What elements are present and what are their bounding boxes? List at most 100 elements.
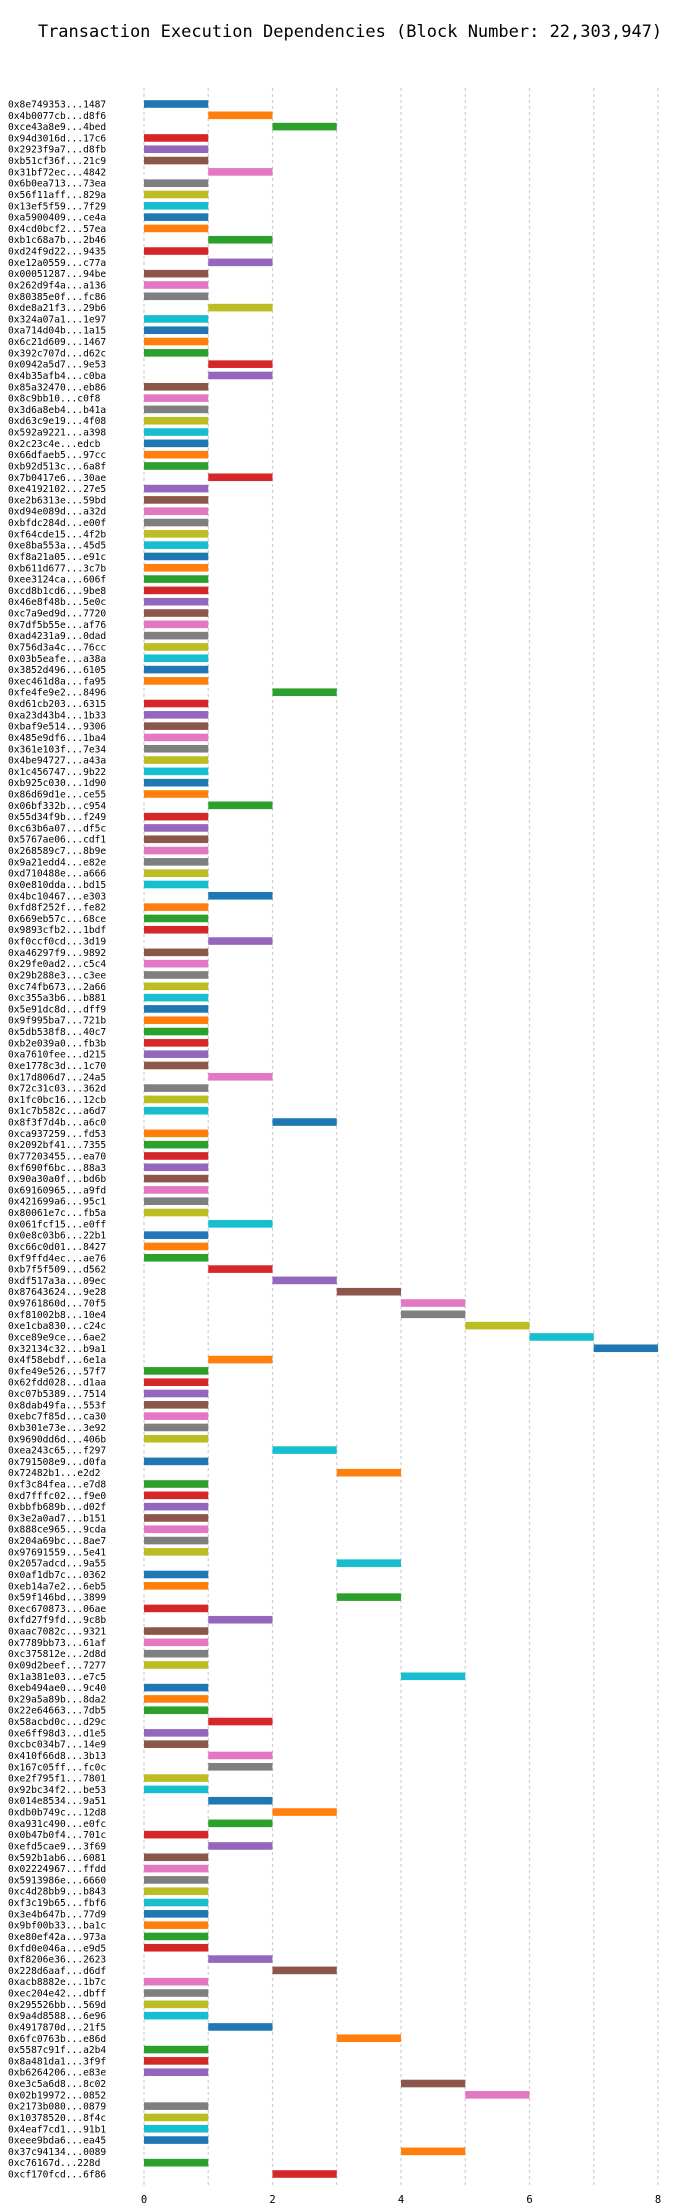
tx-label: 0xa23d43b4...1b33 [8, 710, 106, 721]
tx-label: 0x06bf332b...c954 [8, 801, 106, 812]
tx-label: 0x80385e0f...fc86 [8, 292, 106, 303]
tx-label: 0xebc7f85d...ca30 [8, 1412, 106, 1423]
tx-label: 0x3e2a0ad7...b151 [8, 1513, 106, 1524]
tx-label: 0xfe4fe9e2...8496 [8, 688, 106, 699]
bar [144, 790, 209, 798]
tx-label: 0x03b5eafe...a38a [8, 654, 106, 665]
bar [144, 1039, 209, 1047]
bar [208, 258, 273, 267]
bar [144, 530, 209, 538]
bar [144, 643, 209, 651]
tx-label: 0x72c31c03...362d [8, 1084, 106, 1095]
tx-label: 0x77203455...ea70 [8, 1151, 106, 1162]
tx-label: 0x55d34f9b...f249 [8, 812, 106, 823]
bar [144, 812, 209, 821]
bar [144, 575, 209, 583]
bar [336, 2034, 401, 2043]
tx-label: 0x204a69bc...8ae7 [8, 1536, 106, 1547]
bar [144, 2045, 209, 2054]
tx-label: 0xfd8f252f...fe82 [8, 903, 106, 914]
tx-label: 0x37c94134...0089 [8, 2147, 106, 2158]
tx-label: 0x2092bf41...7355 [8, 1140, 106, 1151]
bar [208, 1796, 273, 1805]
bar [144, 2113, 209, 2122]
bar [401, 1672, 466, 1681]
bar [144, 1536, 209, 1545]
tx-label: 0x5587c91f...a2b4 [8, 2045, 106, 2056]
tx-label: 0x94d3016d...17c6 [8, 133, 106, 144]
bar [144, 349, 209, 357]
bar [144, 880, 209, 889]
tx-label: 0x6fc0763b...e86d [8, 2034, 106, 2045]
tx-label: 0x8c9bb10...c0f8 [8, 394, 101, 405]
tx-label: 0xd24f9d22...9435 [8, 247, 106, 258]
bar [208, 111, 273, 120]
tx-label: 0x8f3f7d4b...a6c0 [8, 1118, 106, 1129]
tx-label: 0xf8a21a05...e91c [8, 552, 106, 563]
tx-label: 0x2057adcd...9a55 [8, 1559, 106, 1570]
bar [272, 2170, 337, 2178]
tx-label: 0x295526bb...569d [8, 2000, 106, 2011]
tx-label: 0xacb8882e...1b7c [8, 1977, 106, 1988]
bar [144, 665, 209, 674]
tx-label: 0x02224967...ffdd [8, 1864, 106, 1875]
tx-label: 0x2923f9a7...d8fb [8, 145, 106, 156]
tx-label: 0x87643624...9e28 [8, 1287, 106, 1298]
bar [336, 1593, 401, 1601]
tx-label: 0xf9ffd4ec...ae76 [8, 1253, 106, 1264]
tx-label: 0x410f66d8...3b13 [8, 1751, 106, 1762]
tx-label: 0xe2f795f1...7801 [8, 1774, 106, 1785]
tx-label: 0xe3c5a6d8...8c02 [8, 2079, 106, 2090]
tx-label: 0x72482b1...e2d2 [8, 1468, 100, 1479]
bar [144, 1174, 209, 1183]
tx-label: 0x3d6a8eb4...b41a [8, 405, 106, 416]
bar [144, 756, 209, 764]
bar [208, 360, 273, 368]
bar [144, 439, 209, 448]
bar [144, 1208, 209, 1217]
bar [144, 1910, 209, 1918]
tx-label: 0x1a381e03...e7c5 [8, 1672, 106, 1683]
tx-label: 0xeb14a7e2...6eb5 [8, 1581, 106, 1592]
tx-label: 0xce89e9ce...6ae2 [8, 1332, 106, 1343]
bar [144, 1853, 209, 1862]
x-tick-label: 8 [655, 2194, 661, 2206]
bar [144, 1740, 209, 1748]
tx-label: 0x268589c7...8b9e [8, 846, 106, 857]
tx-label: 0x97691559...5e41 [8, 1547, 106, 1558]
tx-label: 0xde8a21f3...29b6 [8, 303, 106, 314]
tx-label: 0xe1cba830...c24c [8, 1321, 106, 1332]
tx-label: 0xbaf9e514...9306 [8, 722, 106, 733]
bar [208, 937, 273, 945]
tx-label: 0x4b0077cb...d8f6 [8, 111, 106, 122]
bar [144, 552, 209, 561]
tx-label: 0xea243c65...f297 [8, 1446, 106, 1457]
bar [144, 1785, 209, 1794]
tx-label: 0x262d9f4a...a136 [8, 280, 106, 291]
tx-label: 0x9bf00b33...ba1c [8, 1921, 106, 1932]
tx-label: 0xb51cf36f...21c9 [8, 156, 106, 167]
tx-label: 0xd61cb203...6315 [8, 699, 106, 710]
tx-label: 0xf8206e36...2623 [8, 1955, 106, 1966]
tx-label: 0x3e4b647b...77d9 [8, 1909, 106, 1920]
bar [144, 269, 209, 278]
bar [144, 1638, 209, 1647]
bar [144, 224, 209, 233]
bar [336, 1287, 401, 1296]
tx-label: 0xe4192102...27e5 [8, 484, 106, 495]
tx-label: 0xd7fffc02...f9e0 [8, 1491, 106, 1502]
bar [208, 1615, 273, 1624]
bar [593, 1344, 658, 1353]
bar [208, 1842, 273, 1850]
bar [144, 563, 209, 572]
tx-label: 0x32134c32...b9a1 [8, 1344, 106, 1355]
bar [144, 1570, 209, 1579]
tx-label: 0xfd0e046a...e9d5 [8, 1943, 106, 1954]
tx-label: 0xc7a9ed9d...7720 [8, 609, 106, 620]
tx-label: 0x2173b080...0879 [8, 2102, 106, 2113]
x-tick-label: 0 [141, 2194, 147, 2206]
tx-label: 0x1c7b582c...a6d7 [8, 1106, 106, 1117]
tx-label: 0x92bc34f2...be53 [8, 1785, 106, 1796]
bar [144, 959, 209, 968]
bar [144, 869, 209, 877]
